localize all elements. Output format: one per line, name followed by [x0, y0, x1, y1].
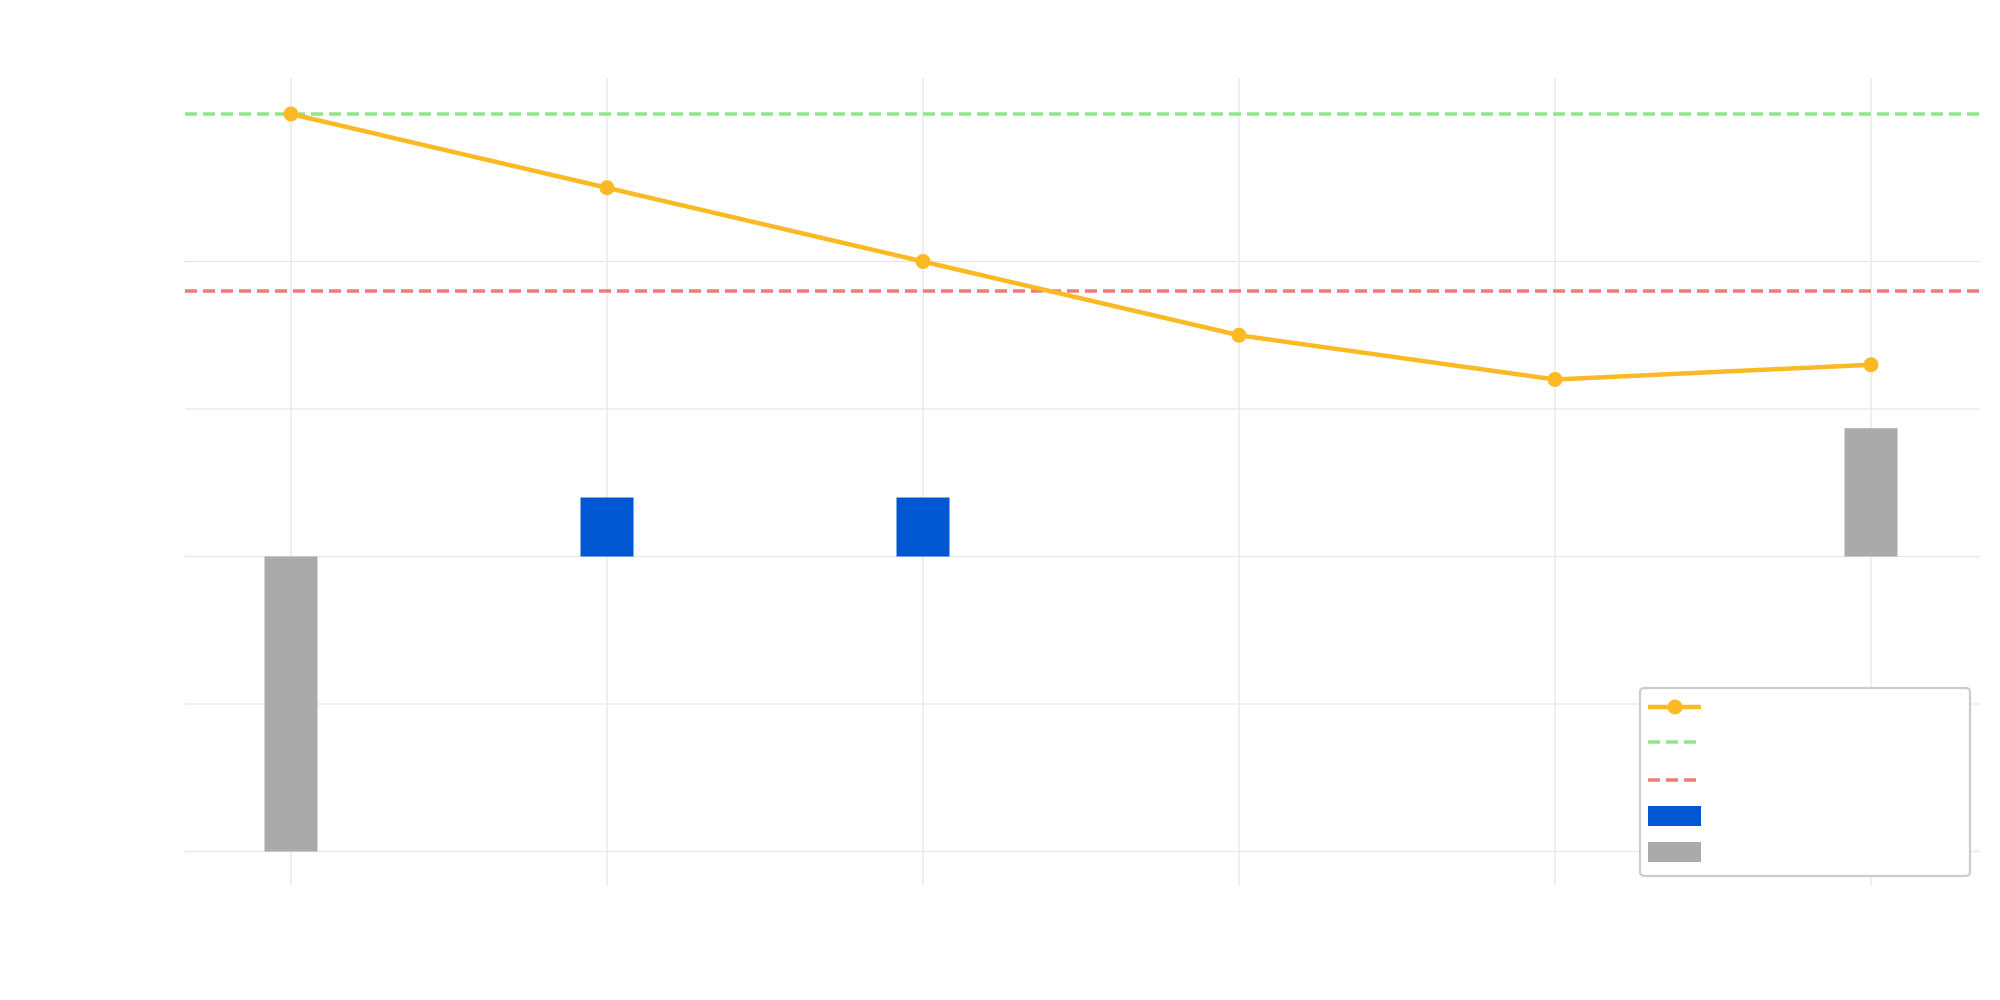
- legend: [1638, 686, 1972, 878]
- bar: [580, 497, 634, 557]
- bar-series: [264, 428, 1898, 852]
- data-point: [283, 106, 299, 122]
- legend-box: [1638, 686, 1972, 878]
- legend-handle-marker: [1667, 699, 1683, 715]
- data-point: [1863, 357, 1879, 373]
- legend-handle-patch: [1648, 842, 1701, 862]
- data-point: [1231, 327, 1247, 343]
- data-point: [915, 254, 931, 269]
- data-point: [1547, 372, 1563, 387]
- bar: [896, 497, 950, 557]
- line-series: [283, 106, 1879, 387]
- legend-handle-patch: [1648, 806, 1701, 826]
- data-point: [599, 180, 615, 196]
- bar: [264, 556, 318, 852]
- bar: [1844, 428, 1898, 557]
- reference-lines: [185, 112, 1980, 293]
- series-line: [290, 111, 1872, 382]
